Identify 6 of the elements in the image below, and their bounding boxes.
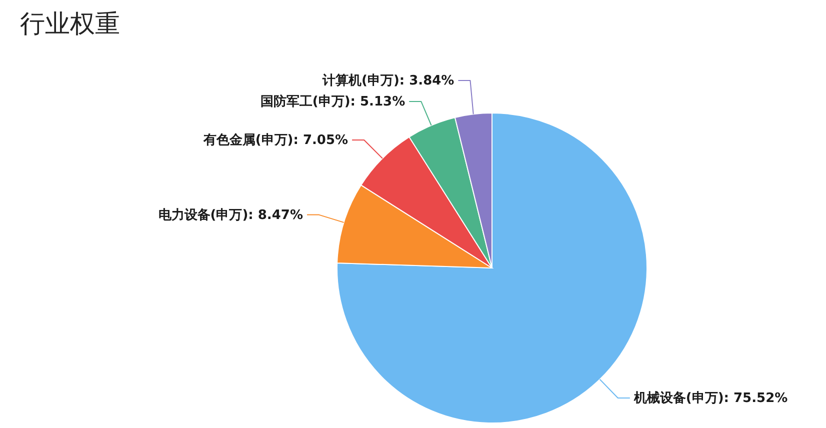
slice-label: 计算机(申万): 3.84% — [322, 73, 454, 88]
slice-label: 有色金属(申万): 7.05% — [202, 132, 348, 148]
chart-title: 行业权重 — [20, 9, 120, 38]
slice-label: 电力设备(申万): 8.47% — [158, 208, 303, 223]
slice-label: 国防军工(申万): 5.13% — [260, 93, 406, 110]
slice-label: 机械设备(申万): 75.52% — [632, 391, 788, 406]
